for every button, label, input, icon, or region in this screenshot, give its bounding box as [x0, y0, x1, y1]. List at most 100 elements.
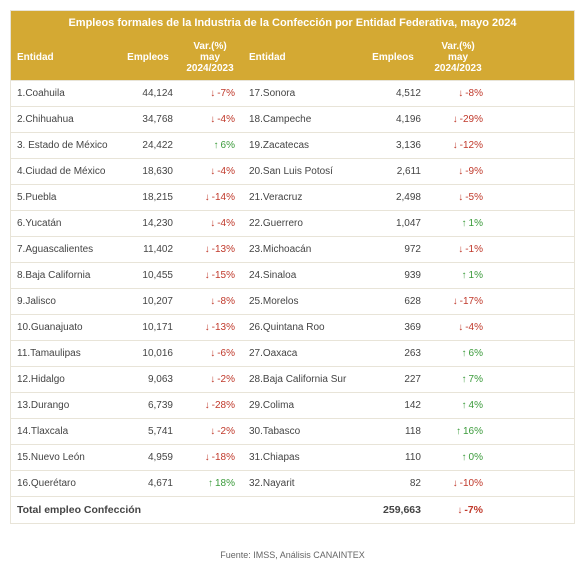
arrow-up-icon: ↑: [462, 374, 467, 385]
cell-empleos: 18,630: [119, 159, 181, 184]
arrow-down-icon: ↓: [458, 244, 463, 255]
cell-var: ↓ -6%: [181, 341, 243, 366]
cell-empleos: 10,016: [119, 341, 181, 366]
table-row: 2.Chihuahua34,768↓ -4%18.Campeche4,196↓ …: [11, 106, 574, 132]
cell-empleos: 9,063: [119, 367, 181, 392]
cell-entidad: 20.San Luis Potosí: [243, 159, 361, 184]
cell-var: ↓ -29%: [429, 107, 491, 132]
arrow-down-icon: ↓: [458, 166, 463, 177]
cell-empleos: 10,171: [119, 315, 181, 340]
table-header: Entidad Empleos Var.(%) may 2024/2023 En…: [11, 35, 574, 80]
cell-entidad: 18.Campeche: [243, 107, 361, 132]
cell-empleos: 3,136: [361, 133, 429, 158]
cell-empleos: 82: [361, 471, 429, 496]
arrow-down-icon: ↓: [205, 400, 210, 411]
arrow-up-icon: ↑: [462, 400, 467, 411]
cell-var: ↓ -2%: [181, 419, 243, 444]
cell-var: ↓ -8%: [181, 289, 243, 314]
cell-var: ↑ 16%: [429, 419, 491, 444]
cell-var: ↓ -8%: [429, 81, 491, 106]
cell-var: ↓ -12%: [429, 133, 491, 158]
cell-empleos: 6,739: [119, 393, 181, 418]
cell-entidad: 24.Sinaloa: [243, 263, 361, 288]
hdr-empleos-right: Empleos: [361, 35, 429, 80]
cell-entidad: 17.Sonora: [243, 81, 361, 106]
cell-empleos: 5,741: [119, 419, 181, 444]
total-value: 259,663: [361, 497, 429, 523]
cell-entidad: 27.Oaxaca: [243, 341, 361, 366]
cell-entidad: 21.Veracruz: [243, 185, 361, 210]
cell-empleos: 369: [361, 315, 429, 340]
arrow-up-icon: ↑: [462, 348, 467, 359]
cell-var: ↓ -4%: [181, 107, 243, 132]
cell-entidad: 9.Jalisco: [11, 289, 119, 314]
cell-entidad: 2.Chihuahua: [11, 107, 119, 132]
cell-empleos: 972: [361, 237, 429, 262]
cell-var: ↓ -17%: [429, 289, 491, 314]
cell-empleos: 227: [361, 367, 429, 392]
arrow-down-icon: ↓: [458, 88, 463, 99]
cell-empleos: 4,671: [119, 471, 181, 496]
cell-entidad: 4.Ciudad de México: [11, 159, 119, 184]
arrow-down-icon: ↓: [205, 192, 210, 203]
arrow-down-icon: ↓: [210, 374, 215, 385]
cell-entidad: 1.Coahuila: [11, 81, 119, 106]
arrow-down-icon: ↓: [210, 348, 215, 359]
arrow-up-icon: ↑: [462, 452, 467, 463]
cell-var: ↓ -18%: [181, 445, 243, 470]
cell-empleos: 18,215: [119, 185, 181, 210]
cell-entidad: 5.Puebla: [11, 185, 119, 210]
cell-empleos: 4,512: [361, 81, 429, 106]
table-row: 6.Yucatán14,230↓ -4%22.Guerrero1,047↑ 1%: [11, 210, 574, 236]
cell-entidad: 12.Hidalgo: [11, 367, 119, 392]
hdr-var-right: Var.(%) may 2024/2023: [429, 35, 491, 80]
cell-entidad: 28.Baja California Sur: [243, 367, 361, 392]
cell-var: ↑ 1%: [429, 211, 491, 236]
cell-empleos: 10,207: [119, 289, 181, 314]
cell-entidad: 10.Guanajuato: [11, 315, 119, 340]
arrow-down-icon: ↓: [453, 478, 458, 489]
arrow-down-icon: ↓: [458, 322, 463, 333]
cell-entidad: 13.Durango: [11, 393, 119, 418]
cell-entidad: 31.Chiapas: [243, 445, 361, 470]
cell-empleos: 263: [361, 341, 429, 366]
cell-empleos: 2,498: [361, 185, 429, 210]
arrow-up-icon: ↑: [214, 140, 219, 151]
table-row: 12.Hidalgo9,063↓ -2%28.Baja California S…: [11, 366, 574, 392]
cell-var: ↓ -2%: [181, 367, 243, 392]
arrow-down-icon: ↓: [210, 166, 215, 177]
arrow-down-icon: ↓: [453, 140, 458, 151]
cell-entidad: 19.Zacatecas: [243, 133, 361, 158]
cell-empleos: 44,124: [119, 81, 181, 106]
arrow-down-icon: ↓: [457, 505, 462, 516]
cell-entidad: 3. Estado de México: [11, 133, 119, 158]
cell-var: ↑ 0%: [429, 445, 491, 470]
cell-entidad: 22.Guerrero: [243, 211, 361, 236]
hdr-empleos-left: Empleos: [119, 35, 181, 80]
arrow-down-icon: ↓: [205, 270, 210, 281]
cell-var: ↓ -9%: [429, 159, 491, 184]
cell-empleos: 4,196: [361, 107, 429, 132]
cell-var: ↓ -13%: [181, 315, 243, 340]
cell-var: ↑ 18%: [181, 471, 243, 496]
hdr-entidad-left: Entidad: [11, 35, 119, 80]
cell-var: ↓ -28%: [181, 393, 243, 418]
arrow-down-icon: ↓: [205, 322, 210, 333]
cell-entidad: 8.Baja California: [11, 263, 119, 288]
cell-var: ↓ -4%: [181, 211, 243, 236]
table-body: 1.Coahuila44,124↓ -7%17.Sonora4,512↓ -8%…: [11, 80, 574, 496]
table-row: 8.Baja California10,455↓ -15%24.Sinaloa9…: [11, 262, 574, 288]
cell-entidad: 30.Tabasco: [243, 419, 361, 444]
cell-entidad: 23.Michoacán: [243, 237, 361, 262]
arrow-down-icon: ↓: [453, 114, 458, 125]
arrow-up-icon: ↑: [462, 218, 467, 229]
cell-empleos: 4,959: [119, 445, 181, 470]
table-row: 4.Ciudad de México18,630↓ -4%20.San Luis…: [11, 158, 574, 184]
cell-empleos: 939: [361, 263, 429, 288]
table-row: 1.Coahuila44,124↓ -7%17.Sonora4,512↓ -8%: [11, 80, 574, 106]
cell-var: ↑ 6%: [429, 341, 491, 366]
cell-entidad: 29.Colima: [243, 393, 361, 418]
arrow-up-icon: ↑: [462, 270, 467, 281]
cell-empleos: 24,422: [119, 133, 181, 158]
cell-empleos: 2,611: [361, 159, 429, 184]
